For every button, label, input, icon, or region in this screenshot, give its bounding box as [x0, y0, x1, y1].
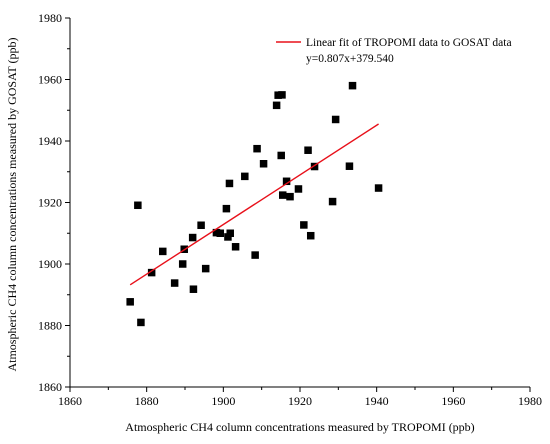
x-tick-label: 1940 [365, 394, 389, 408]
data-point [278, 91, 286, 99]
data-point [126, 298, 134, 306]
data-point [137, 318, 145, 327]
data-point [241, 172, 249, 181]
data-point [310, 162, 319, 171]
x-tick-label: 1860 [58, 394, 82, 408]
data-point [197, 221, 205, 230]
x-tick-label: 1920 [288, 394, 312, 408]
data-point [286, 192, 294, 201]
y-tick-label: 1980 [38, 11, 62, 25]
axes: 1860 1880 1900 1920 1940 1960 1980 1860 1880 1900… [38, 11, 542, 408]
x-axis-title: Atmospheric CH4 column concentrations me… [125, 420, 474, 434]
data-point [134, 201, 142, 210]
data-point [222, 204, 231, 213]
y-tick-label: 1860 [38, 380, 62, 394]
y-axis-title: Atmospheric CH4 column concentrations me… [5, 37, 19, 371]
data-point [188, 233, 197, 242]
data-point [189, 285, 198, 293]
data-point [279, 191, 287, 199]
data-point [231, 243, 240, 251]
x-tick-label: 1980 [518, 394, 542, 408]
x-tick-label: 1960 [441, 394, 465, 408]
data-point [331, 115, 340, 124]
data-point [374, 184, 383, 192]
data-point [345, 162, 354, 170]
data-point [304, 146, 312, 154]
data-point [159, 247, 167, 256]
data-point [170, 279, 179, 287]
data-point [328, 197, 337, 206]
y-tick-label: 1940 [38, 134, 62, 148]
y-tick-label: 1900 [38, 257, 62, 271]
data-point [201, 264, 210, 273]
data-point [306, 231, 315, 240]
data-points [126, 81, 383, 327]
data-point [226, 229, 234, 237]
data-point [348, 81, 357, 90]
data-point [212, 228, 221, 237]
data-point [225, 179, 234, 188]
data-point [282, 177, 291, 186]
data-point [259, 160, 268, 168]
data-point [277, 151, 285, 160]
legend-label: Linear fit of TROPOMI data to GOSAT data [306, 37, 512, 49]
x-tick-label: 1880 [135, 394, 159, 408]
data-point [300, 221, 308, 229]
data-point [216, 229, 225, 237]
x-tick-label: 1900 [211, 394, 235, 408]
y-tick-label: 1920 [38, 196, 62, 210]
fit-line-layer [129, 123, 379, 286]
data-point [147, 268, 156, 277]
data-point [178, 260, 187, 268]
data-point [294, 185, 303, 193]
y-tick-label: 1880 [38, 319, 62, 333]
data-point [251, 251, 259, 259]
data-point [253, 144, 261, 153]
y-tick-label: 1960 [38, 73, 62, 87]
data-point [274, 91, 282, 99]
legend: Linear fit of TROPOMI data to GOSAT data… [276, 37, 512, 65]
data-point [272, 101, 281, 110]
fit-line [129, 123, 379, 286]
fit-equation: y=0.807x+379.540 [306, 53, 394, 65]
